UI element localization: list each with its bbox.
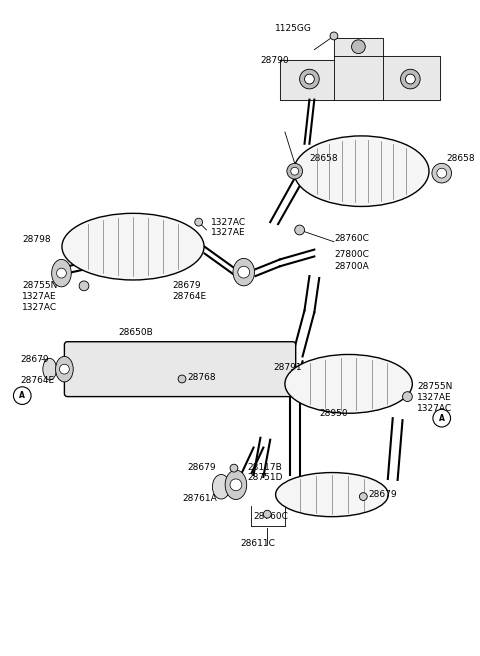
Text: 28768: 28768	[187, 373, 216, 382]
Circle shape	[300, 70, 319, 89]
Circle shape	[238, 266, 250, 278]
Text: 28751D: 28751D	[248, 474, 283, 482]
Ellipse shape	[233, 258, 254, 286]
Text: 28658: 28658	[310, 154, 338, 163]
Text: 28650B: 28650B	[118, 329, 153, 337]
Ellipse shape	[62, 213, 204, 280]
Circle shape	[403, 392, 412, 401]
Text: 28764E: 28764E	[172, 292, 206, 301]
Ellipse shape	[225, 470, 247, 499]
Text: A: A	[19, 391, 25, 400]
FancyBboxPatch shape	[64, 342, 296, 397]
Text: 27800C: 27800C	[334, 250, 369, 259]
Ellipse shape	[212, 474, 230, 499]
Circle shape	[295, 225, 304, 235]
Polygon shape	[280, 38, 440, 100]
Text: 1327AC: 1327AC	[211, 218, 247, 227]
Text: 28760C: 28760C	[334, 234, 369, 243]
Text: 1327AE: 1327AE	[211, 228, 246, 237]
Text: 28755N: 28755N	[417, 382, 453, 392]
Circle shape	[79, 281, 89, 291]
Text: 1327AE: 1327AE	[22, 292, 57, 301]
Circle shape	[264, 510, 271, 518]
Text: 28679: 28679	[187, 462, 216, 472]
Text: 28761A: 28761A	[182, 494, 217, 503]
Circle shape	[304, 74, 314, 84]
Circle shape	[240, 268, 248, 276]
Circle shape	[230, 464, 238, 472]
Text: 1125GG: 1125GG	[275, 24, 312, 33]
Circle shape	[406, 74, 415, 84]
Circle shape	[432, 163, 452, 183]
Text: 28611C: 28611C	[241, 539, 276, 548]
Text: 28798: 28798	[22, 236, 51, 244]
Circle shape	[360, 493, 367, 501]
Text: 28679: 28679	[172, 281, 201, 291]
Text: A: A	[439, 414, 444, 422]
Text: 28760C: 28760C	[253, 512, 288, 521]
Circle shape	[13, 387, 31, 405]
Text: 28679: 28679	[368, 490, 397, 499]
Text: 1327AE: 1327AE	[417, 393, 452, 402]
Text: 28791: 28791	[273, 363, 302, 372]
Circle shape	[401, 70, 420, 89]
Ellipse shape	[285, 354, 412, 413]
Circle shape	[57, 268, 66, 278]
Circle shape	[437, 168, 446, 178]
Circle shape	[291, 167, 299, 175]
Text: 28950: 28950	[319, 409, 348, 418]
Circle shape	[178, 375, 186, 383]
Ellipse shape	[56, 356, 73, 382]
Text: 28679: 28679	[20, 355, 49, 364]
Text: 28790: 28790	[261, 56, 289, 65]
Ellipse shape	[43, 358, 57, 380]
Circle shape	[60, 364, 69, 374]
Text: 28755N: 28755N	[22, 281, 58, 291]
Text: 28658: 28658	[446, 154, 475, 163]
Circle shape	[195, 218, 203, 226]
Text: 1327AC: 1327AC	[417, 404, 452, 413]
Text: 1327AC: 1327AC	[22, 303, 58, 312]
Ellipse shape	[294, 136, 429, 207]
Circle shape	[230, 479, 242, 491]
Circle shape	[433, 409, 451, 427]
Ellipse shape	[276, 472, 388, 517]
Ellipse shape	[52, 259, 71, 287]
Text: 28700A: 28700A	[334, 262, 369, 271]
Text: 28117B: 28117B	[248, 462, 282, 472]
Circle shape	[351, 40, 365, 54]
Circle shape	[287, 163, 302, 179]
Text: 28764E: 28764E	[20, 377, 54, 386]
Circle shape	[330, 32, 338, 40]
